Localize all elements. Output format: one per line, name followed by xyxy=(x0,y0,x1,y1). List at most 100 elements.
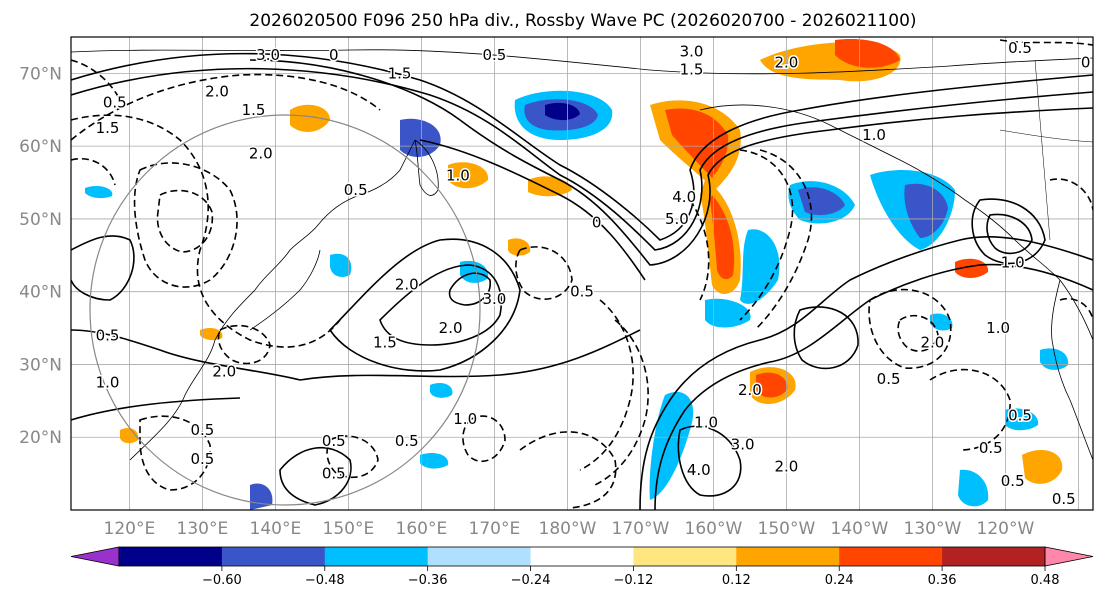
shade-blob xyxy=(430,383,453,398)
shade-blob xyxy=(798,187,845,216)
contour-dashed xyxy=(689,199,710,301)
colorbar-segment xyxy=(324,547,429,566)
contour-dashed xyxy=(1049,178,1093,211)
contour-solid xyxy=(448,272,491,306)
contour-solid xyxy=(71,52,1093,241)
shade-blob xyxy=(665,108,729,178)
shade-blob xyxy=(85,185,113,199)
contour-label: 3.0 xyxy=(482,290,506,308)
colorbar-tick-label: −0.48 xyxy=(305,573,345,588)
lon-tick-label: 120°W xyxy=(977,519,1035,539)
contour-label: 2.0 xyxy=(774,53,798,71)
shade-blob xyxy=(958,469,989,507)
contour-label: 2.0 xyxy=(774,457,798,475)
colorbar-tick-label: −0.36 xyxy=(408,573,448,588)
contour-label: 2.0 xyxy=(439,319,463,337)
contour-solid xyxy=(299,329,641,381)
shade-blob xyxy=(460,260,489,283)
shade-blob xyxy=(835,39,900,68)
contour-label: 0.5 xyxy=(570,283,594,301)
coastline-alaska xyxy=(699,104,1093,341)
contour-label: 2.0 xyxy=(395,275,419,293)
lon-tick-label: 160°W xyxy=(685,519,743,539)
contour-dashed xyxy=(71,59,121,101)
shade-blob xyxy=(545,102,580,121)
lat-tick-label: 50°N xyxy=(19,210,62,230)
latitude-labels: 70°N 60°N 50°N 40°N 30°N 20°N xyxy=(19,64,62,448)
contour-solid xyxy=(379,264,502,346)
contour-dashed xyxy=(71,73,381,141)
colorbar-frame xyxy=(118,546,1046,567)
shade-blob xyxy=(740,229,780,304)
contour-label: 2.0 xyxy=(920,334,944,352)
contour-dashed xyxy=(999,39,1093,46)
contour-label: 3.0 xyxy=(680,43,704,61)
contour-label: 0.5 xyxy=(395,432,419,450)
colorbar-segment xyxy=(427,547,532,566)
contour-label: 0.5 xyxy=(482,46,506,64)
range-ring xyxy=(89,114,481,506)
colorbar-segment xyxy=(839,547,943,566)
shade-blob xyxy=(448,162,489,189)
contour-label: 2.0 xyxy=(205,83,229,101)
contour-label: 0.5 xyxy=(322,465,346,483)
contour-label: 0.5 xyxy=(190,450,214,468)
contour-solid xyxy=(279,446,352,506)
contour-label: 2.0 xyxy=(738,381,762,399)
colorbar-segment xyxy=(633,547,737,566)
contour-label: 1.5 xyxy=(96,119,120,137)
shade-blob xyxy=(756,372,788,398)
coastline-kamchatka xyxy=(414,139,439,196)
colorbar-tick-label: 0.36 xyxy=(928,573,957,588)
colorbar-segment xyxy=(119,547,223,566)
contour-dashed xyxy=(71,114,341,348)
contour-label: 0 xyxy=(1081,53,1091,71)
contour-label: 4.0 xyxy=(687,461,711,479)
longitude-labels: 120°E 130°E 140°E 150°E 160°E 170°E 180°W 170°W… xyxy=(104,519,1035,539)
colorbar-extend-low xyxy=(70,546,120,567)
lon-tick-label: 160°E xyxy=(396,519,448,539)
lat-tick-label: 40°N xyxy=(19,283,62,303)
lon-tick-label: 170°W xyxy=(612,519,670,539)
shade-blob xyxy=(508,238,531,256)
lon-tick-label: 150°E xyxy=(323,519,375,539)
map-frame xyxy=(70,36,1094,511)
contour-solid xyxy=(986,213,1033,255)
contour-label: 1.0 xyxy=(694,414,718,432)
contour-label: 1.0 xyxy=(453,410,477,428)
lat-tick-label: 70°N xyxy=(19,64,62,84)
lon-tick-label: 130°E xyxy=(177,519,229,539)
contour-label: 0.5 xyxy=(877,370,901,388)
contour-dashed xyxy=(462,415,506,463)
lon-tick-label: 130°W xyxy=(904,519,962,539)
colorbar-tick-label: 0.12 xyxy=(722,573,751,588)
colorbar-extend-high xyxy=(1044,546,1094,567)
shade-blob xyxy=(1005,408,1039,431)
colorbar-tick-label: 0.24 xyxy=(825,573,854,588)
colorbar-segment xyxy=(736,547,840,566)
shade-blob xyxy=(400,118,441,157)
contour-label: 4.0 xyxy=(672,188,696,206)
contour-dashed xyxy=(897,314,939,352)
contour-label: 1.0 xyxy=(446,166,470,184)
shade-blob xyxy=(420,453,449,469)
contour-label: 0.5 xyxy=(979,439,1003,457)
contour-label: 3.0 xyxy=(256,46,280,64)
shade-blob xyxy=(904,183,948,238)
contour-label: 0.5 xyxy=(1052,490,1076,508)
colorbar-tick-label: 0.48 xyxy=(1031,573,1060,588)
contour-dashed xyxy=(156,189,214,253)
coastline-arctic xyxy=(71,49,1093,75)
contour-label: 5.0 xyxy=(665,210,689,228)
contour-solid xyxy=(971,198,1046,265)
contour-label: 0.5 xyxy=(103,93,127,111)
lon-tick-label: 180°W xyxy=(539,519,597,539)
contour-label: 2.0 xyxy=(212,363,236,381)
contour-label: 0.5 xyxy=(96,326,120,344)
contour-label: 0.5 xyxy=(344,181,368,199)
contour-dashed xyxy=(579,299,634,471)
colorbar-segment xyxy=(530,547,634,566)
lon-tick-label: 140°E xyxy=(250,519,302,539)
contour-solid xyxy=(793,306,859,370)
